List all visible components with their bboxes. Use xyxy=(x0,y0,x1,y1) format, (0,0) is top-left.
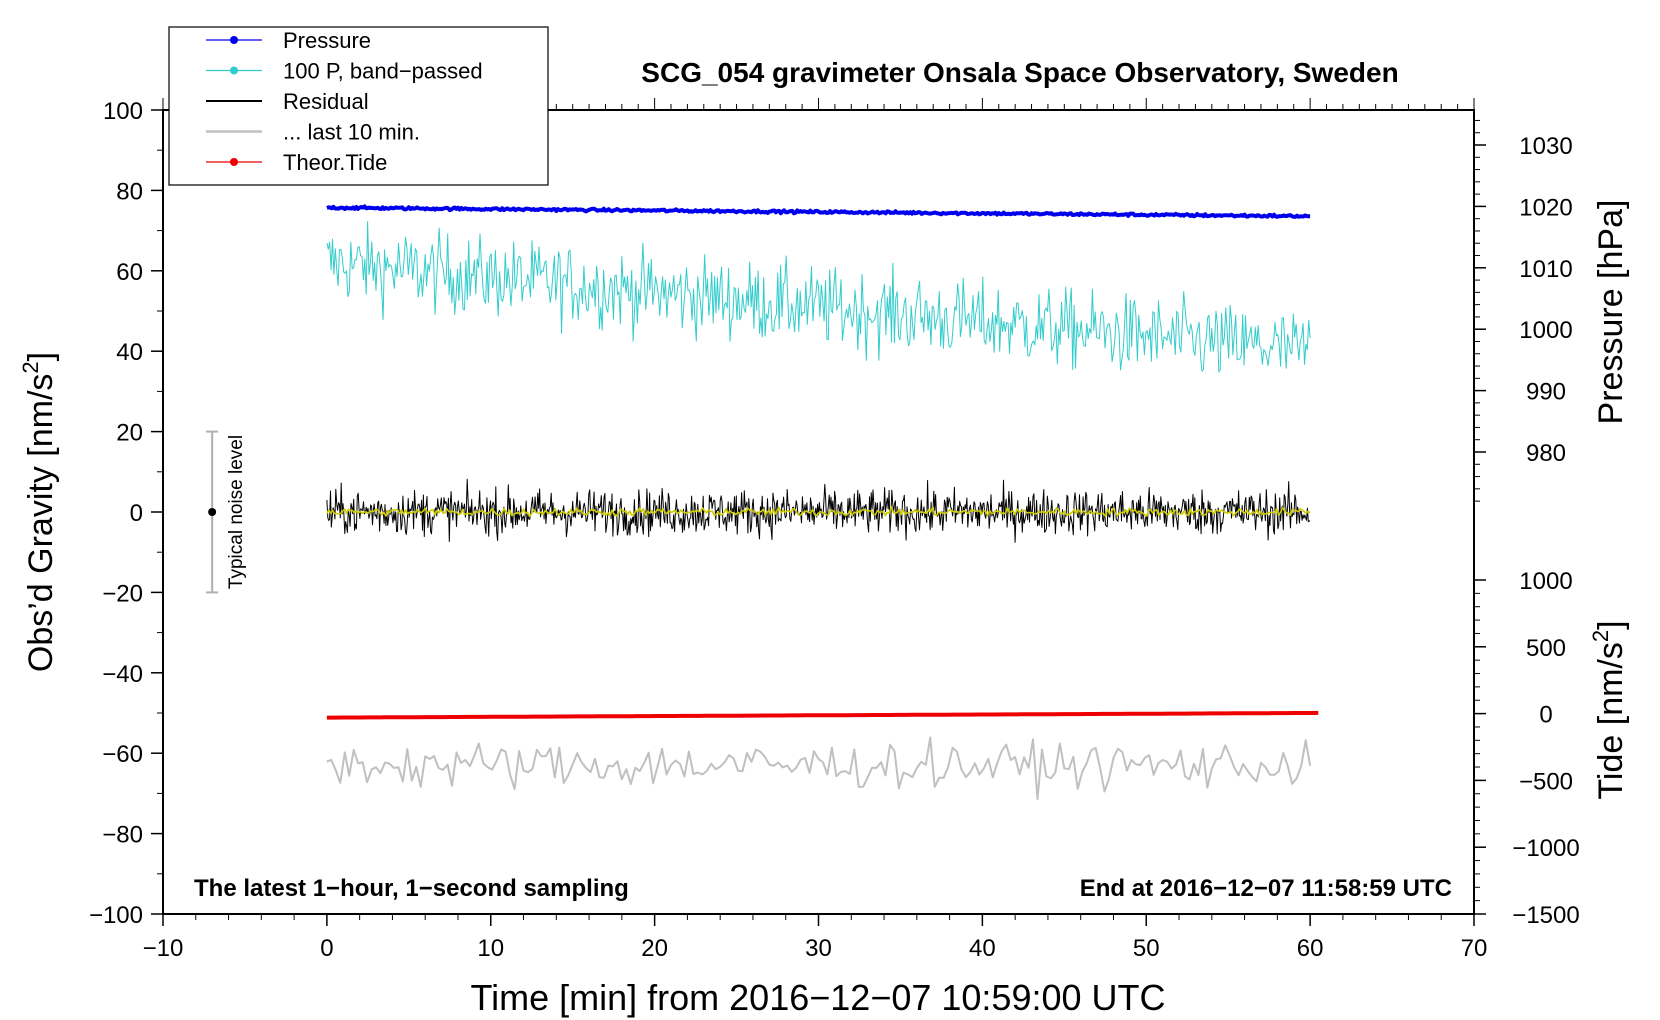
pressure-tick-label: 990 xyxy=(1526,379,1566,406)
x-axis-label: Time [min] from 2016−12−07 10:59:00 UTC xyxy=(470,977,1165,1018)
tide-axis-label: Tide [nm/s2] xyxy=(1588,620,1630,799)
y-axis-label-main: Obs’d Gravity [nm/s xyxy=(22,374,60,673)
pressure-axis-label: Pressure [hPa] xyxy=(1592,200,1630,425)
x-axis: −10 0 10 20 30 40 50 60 70 xyxy=(143,914,1488,962)
annotation-sampling: The latest 1−hour, 1−second sampling xyxy=(194,875,629,902)
y-axis-label-close: ] xyxy=(22,352,60,361)
x-tick-label: 50 xyxy=(1133,935,1160,962)
legend-marker xyxy=(230,36,238,44)
y-tick-label: −40 xyxy=(102,661,143,688)
y-tick-label: −20 xyxy=(102,580,143,607)
tide-tick-label: −1500 xyxy=(1512,902,1579,929)
legend-label: Pressure xyxy=(283,28,371,53)
tide-axis-label-main: Tide [nm/s xyxy=(1592,642,1630,799)
y-axis-left: −100 −80 −60 −40 −20 0 20 40 60 80 100 xyxy=(89,98,163,929)
y-tick-label: 20 xyxy=(116,420,143,447)
series-residual-smoothed xyxy=(326,506,1311,518)
series-last-10-min xyxy=(326,736,1312,800)
series-pressure xyxy=(326,204,1311,219)
noise-level-label: Typical noise level xyxy=(226,435,247,589)
tide-axis: −1500 −1000 −500 0 500 1000 xyxy=(1474,568,1580,929)
y-tick-label: 40 xyxy=(116,339,143,366)
x-tick-label: 30 xyxy=(805,935,832,962)
x-tick-label: 60 xyxy=(1297,935,1324,962)
y-tick-label: 0 xyxy=(130,500,143,527)
chart-title: SCG_054 gravimeter Onsala Space Observat… xyxy=(641,57,1398,88)
y-tick-label: 100 xyxy=(103,98,143,125)
legend-label: Residual xyxy=(283,89,369,114)
annotation-end-time: End at 2016−12−07 11:58:59 UTC xyxy=(1080,875,1452,902)
legend-marker xyxy=(230,158,238,166)
legend: Pressure 100 P, band−passed Residual ... la… xyxy=(168,26,549,186)
series-100-p-band-passed xyxy=(326,221,1311,373)
pressure-tick-label: 1000 xyxy=(1519,317,1572,344)
noise-level-indicator: Typical noise level xyxy=(206,430,247,594)
y-tick-label: −80 xyxy=(102,822,143,849)
tide-tick-label: 1000 xyxy=(1519,568,1572,595)
pressure-axis: 980 990 1000 1010 1020 1030 xyxy=(1474,119,1573,502)
y-tick-label: 80 xyxy=(116,178,143,205)
y-tick-label: −60 xyxy=(102,741,143,768)
tide-tick-label: 500 xyxy=(1526,635,1566,662)
tide-axis-label-close: ] xyxy=(1592,620,1630,629)
y-axis-label: Obs’d Gravity [nm/s2] xyxy=(18,352,60,672)
pressure-tick-label: 1030 xyxy=(1519,133,1572,160)
x-tick-label: 70 xyxy=(1461,935,1488,962)
legend-label: ... last 10 min. xyxy=(283,120,420,145)
x-tick-label: 10 xyxy=(477,935,504,962)
x-tick-label: −10 xyxy=(143,935,184,962)
y-tick-label: −100 xyxy=(89,902,143,929)
pressure-tick-label: 980 xyxy=(1526,440,1566,467)
legend-marker xyxy=(230,66,238,75)
series-theor-tide xyxy=(326,710,1319,720)
y-axis-label-sup: 2 xyxy=(18,361,43,373)
legend-label: Theor.Tide xyxy=(283,150,387,175)
series-layer xyxy=(326,204,1319,800)
tide-tick-label: −1000 xyxy=(1512,835,1579,862)
x-tick-label: 0 xyxy=(320,935,333,962)
x-tick-label: 20 xyxy=(641,935,668,962)
legend-label: 100 P, band−passed xyxy=(283,59,483,84)
tide-tick-label: 0 xyxy=(1539,702,1552,729)
pressure-tick-label: 1020 xyxy=(1519,194,1572,221)
tide-tick-label: −500 xyxy=(1519,768,1573,795)
noise-center-dot xyxy=(208,508,217,516)
tide-axis-label-sup: 2 xyxy=(1588,630,1613,642)
pressure-tick-label: 1010 xyxy=(1519,256,1572,283)
x-tick-label: 40 xyxy=(969,935,996,962)
y-tick-label: 60 xyxy=(116,259,143,286)
